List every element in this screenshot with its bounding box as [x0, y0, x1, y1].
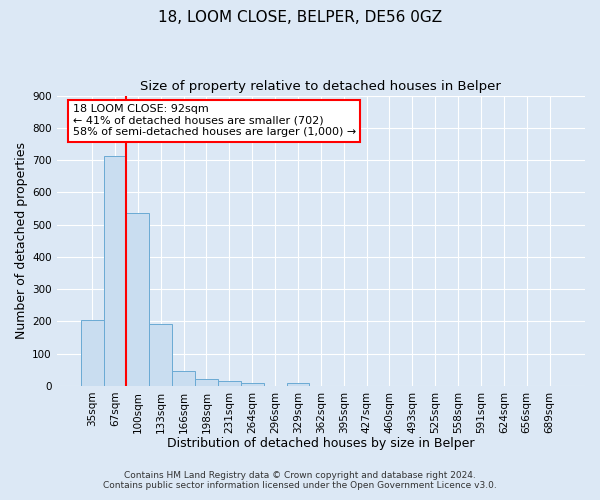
- Bar: [80, 320, 104, 386]
- Title: Size of property relative to detached houses in Belper: Size of property relative to detached ho…: [140, 80, 501, 93]
- Bar: [195, 380, 218, 386]
- Bar: [127, 212, 149, 386]
- Text: Contains HM Land Registry data © Crown copyright and database right 2024.
Contai: Contains HM Land Registry data © Crown c…: [103, 470, 497, 490]
- X-axis label: Distribution of detached houses by size in Belper: Distribution of detached houses by size …: [167, 437, 475, 450]
- Bar: [172, 370, 195, 386]
- Bar: [218, 381, 241, 386]
- Bar: [287, 384, 310, 386]
- Text: 18, LOOM CLOSE, BELPER, DE56 0GZ: 18, LOOM CLOSE, BELPER, DE56 0GZ: [158, 10, 442, 25]
- Bar: [104, 156, 127, 386]
- Y-axis label: Number of detached properties: Number of detached properties: [15, 142, 28, 339]
- Bar: [241, 382, 263, 386]
- Text: 18 LOOM CLOSE: 92sqm
← 41% of detached houses are smaller (702)
58% of semi-deta: 18 LOOM CLOSE: 92sqm ← 41% of detached h…: [73, 104, 356, 138]
- Bar: [149, 324, 172, 386]
